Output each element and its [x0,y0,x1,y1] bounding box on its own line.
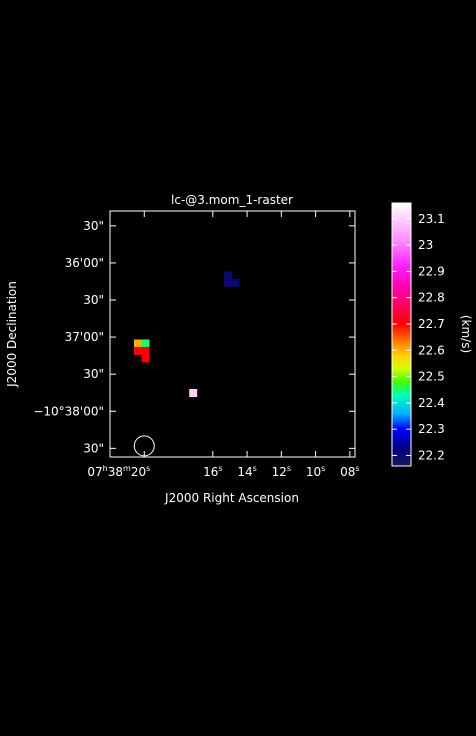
x-tick-label: 16s [203,464,222,479]
raster-pixel [231,278,240,287]
y-tick-label: 30" [83,219,104,233]
raster-pixel [141,354,150,363]
colorbar-tick-label: 22.5 [418,370,445,384]
colorbar-tick-label: 23.1 [418,212,445,226]
x-axis-label: J2000 Right Ascension [164,491,299,505]
y-tick-label: 36'00" [65,256,104,270]
y-tick-label: 30" [83,293,104,307]
y-tick-label: 30" [83,441,104,455]
colorbar-tick-label: 22.6 [418,343,445,357]
raster-pixel [224,278,233,287]
y-tick-label: 37'00" [65,330,104,344]
colorbar [391,202,412,467]
chart-title: lc-@3.mom_1-raster [171,193,293,207]
raster-pixel [134,339,142,348]
y-axis-label: J2000 Declination [5,281,19,388]
colorbar-tick-label: 22.7 [418,317,445,331]
x-tick-label: 12s [272,464,291,479]
x-axis-ticks: 07h38m20s 16s 14s 12s 10s 08s [87,211,360,479]
x-tick-label: 10s [306,464,325,479]
colorbar-ticks: 22.2 22.3 22.4 22.5 22.6 22.7 22.8 22.9 23 23.1 [392,212,445,462]
colorbar-tick-label: 22.4 [418,396,445,410]
plot-frame [109,210,356,458]
raster-pixel [224,271,233,280]
x-tick-label: 08s [340,464,359,479]
pixel-layer [134,271,240,397]
raster-pixel [189,389,198,397]
x-tick-label: 14s [237,464,256,479]
raster-pixel [134,346,142,355]
colorbar-tick-label: 22.8 [418,291,445,305]
colorbar-tick-label: 22.9 [418,264,445,278]
colorbar-tick-label: 22.2 [418,448,445,462]
raster-pixel [141,339,150,348]
colorbar-tick-label: 23 [418,238,433,252]
x-tick-label: 07h38m20s [87,464,150,479]
colorbar-label: (km/s) [459,315,473,353]
y-tick-label: 30" [83,367,104,381]
y-tick-label: −10°38'00" [33,404,104,418]
colorbar-tick-label: 22.3 [418,422,445,436]
y-axis-ticks: 30" 36'00" 30" 37'00" 30" −10°38'00" 30" [33,219,355,455]
raster-pixel [141,346,150,355]
